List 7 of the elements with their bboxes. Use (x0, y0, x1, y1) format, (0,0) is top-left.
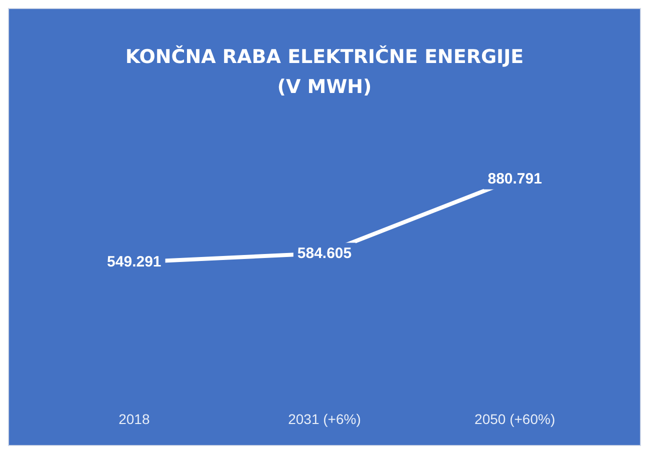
x-tick-label: 2018 (118, 411, 150, 427)
data-label: 880.791 (488, 170, 542, 188)
data-label: 584.605 (297, 244, 352, 262)
x-tick-label: 2050 (+60%) (474, 411, 556, 427)
chart-title: KONČNA RABA ELEKTRIČNE ENERGIJE (V MWH) (125, 45, 524, 98)
data-label: 549.291 (107, 254, 162, 271)
x-tick-label: 2031 (+6%) (288, 411, 361, 427)
